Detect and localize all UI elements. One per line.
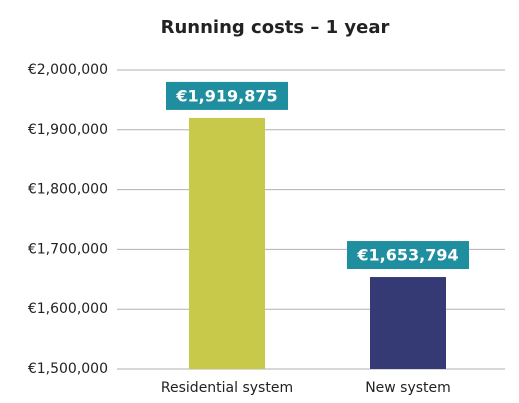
y-tick-label: €1,600,000	[28, 301, 108, 317]
value-label-box	[166, 81, 288, 110]
y-tick-label: €1,700,000	[28, 241, 108, 257]
y-tick-label: €1,900,000	[28, 122, 108, 138]
value-label: €1,919,875	[175, 86, 277, 105]
bar	[370, 277, 446, 369]
x-tick-label: New system	[365, 380, 451, 396]
y-tick-label: €1,800,000	[28, 182, 108, 198]
y-tick-label: €1,500,000	[28, 361, 108, 377]
bar	[189, 117, 265, 369]
chart-title: Running costs – 1 year	[161, 17, 390, 38]
value-label-box	[347, 241, 469, 270]
value-label: €1,653,794	[356, 246, 458, 265]
x-tick-label: Residential system	[161, 380, 293, 396]
y-tick-label: €2,000,000	[28, 62, 108, 78]
